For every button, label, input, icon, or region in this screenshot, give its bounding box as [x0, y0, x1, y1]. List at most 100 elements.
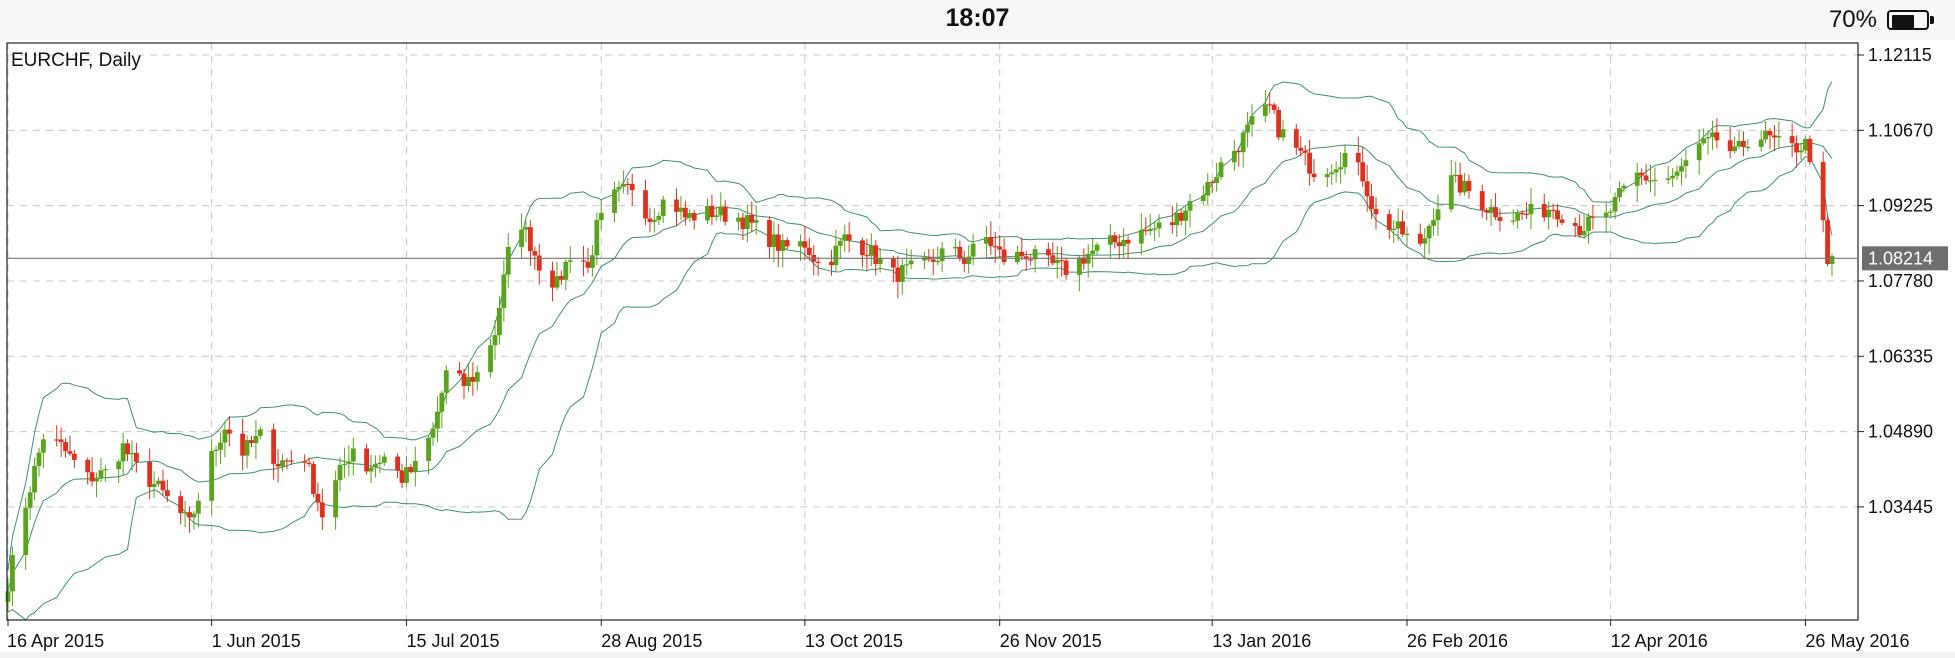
candle-body	[1586, 216, 1591, 231]
candle-body	[860, 240, 865, 256]
candle-body	[1112, 235, 1118, 243]
candle-body	[1541, 204, 1547, 218]
candle-body	[350, 448, 356, 462]
candle-body	[1169, 222, 1175, 226]
candle-body	[1276, 109, 1282, 138]
candle-body	[1125, 239, 1131, 244]
bollinger-bands	[7, 81, 1833, 621]
candle-body	[908, 260, 914, 265]
candle-body	[1732, 146, 1738, 152]
candle-body	[1200, 195, 1206, 201]
candle-body	[85, 459, 91, 473]
candle-body	[625, 183, 631, 186]
candle-body	[997, 246, 1003, 250]
candle-body	[1652, 179, 1658, 182]
candle-body	[1342, 152, 1348, 168]
candle-body	[705, 206, 710, 221]
candle-body	[554, 276, 560, 288]
candle-body	[585, 261, 591, 268]
candle-body	[1014, 251, 1020, 263]
candle-body	[651, 219, 657, 222]
candle-body	[798, 241, 803, 247]
candle-body	[1674, 171, 1680, 176]
candle-body	[691, 213, 697, 221]
candle-body	[209, 450, 215, 501]
candle-body	[1107, 235, 1113, 245]
x-tick-label: 1 Jun 2015	[212, 631, 301, 651]
candle-body	[722, 206, 728, 222]
candle-body	[89, 472, 95, 482]
candle-body	[1741, 140, 1746, 147]
candle-body	[164, 490, 170, 497]
candle-body	[1546, 209, 1552, 218]
candle-body	[1178, 212, 1184, 221]
battery-percent: 70%	[1828, 6, 1877, 33]
candle-body	[1745, 146, 1751, 149]
candle-body	[1417, 233, 1423, 244]
candle-body	[1138, 230, 1144, 244]
candle-body	[1794, 143, 1799, 153]
candle-body	[213, 449, 219, 451]
candle-body	[1479, 191, 1485, 210]
candle-body	[1555, 210, 1560, 220]
candle-body	[1550, 209, 1556, 212]
plot-area[interactable]	[6, 42, 1859, 621]
candle-body	[1298, 147, 1304, 151]
candle-body	[1094, 244, 1100, 251]
candle-body	[519, 229, 524, 247]
candle-body	[1045, 249, 1051, 256]
candle-body	[63, 442, 68, 452]
candle-body	[842, 234, 848, 241]
candle-body	[966, 256, 972, 264]
candle-body	[1431, 220, 1436, 226]
candle-body	[1798, 150, 1804, 153]
candle-body	[1643, 175, 1649, 181]
candle-body	[687, 213, 693, 218]
candle-body	[1435, 209, 1441, 221]
candle-body	[643, 190, 648, 219]
candle-body	[1807, 138, 1813, 163]
candle-body	[1329, 172, 1335, 175]
candle-body	[767, 220, 772, 247]
candle-body	[815, 261, 821, 263]
candle-body	[1457, 174, 1463, 193]
y-tick-label: 1.07780	[1868, 271, 1933, 291]
candle-body	[129, 452, 135, 455]
candle-body	[935, 261, 941, 263]
candle-body	[1245, 124, 1251, 133]
candle-body	[435, 411, 440, 429]
y-tick-label: 1.12115	[1868, 45, 1932, 65]
candle-body	[988, 237, 994, 247]
candle-body	[1524, 213, 1529, 215]
candle-body	[32, 465, 37, 493]
candle-body	[674, 199, 679, 212]
candle-body	[1236, 150, 1242, 153]
candle-body	[953, 246, 958, 249]
candle-body	[240, 433, 246, 456]
candle-body	[466, 376, 471, 387]
x-tick-label: 26 May 2016	[1805, 631, 1909, 651]
candle-body	[156, 480, 161, 484]
chart-title: EURCHF, Daily	[11, 50, 141, 71]
candle-body	[1001, 249, 1007, 263]
candle-body	[5, 591, 11, 602]
candle-body	[780, 240, 786, 251]
candle-body	[1736, 140, 1742, 147]
candle-body	[364, 448, 370, 472]
candle-body	[1466, 180, 1472, 192]
candle-body	[72, 453, 77, 460]
candle-body	[1355, 152, 1361, 163]
candle-body	[1772, 135, 1777, 138]
candle-body	[1665, 178, 1671, 180]
candle-body	[749, 215, 755, 223]
candle-body	[1231, 150, 1237, 163]
candle-body	[346, 461, 352, 464]
candle-body	[1803, 138, 1808, 151]
candle-body	[868, 245, 874, 256]
candle-body	[1209, 182, 1215, 184]
status-time: 18:07	[945, 4, 1010, 32]
candle-body	[992, 246, 998, 248]
candle-body	[1648, 180, 1653, 182]
candle-body	[426, 437, 431, 461]
